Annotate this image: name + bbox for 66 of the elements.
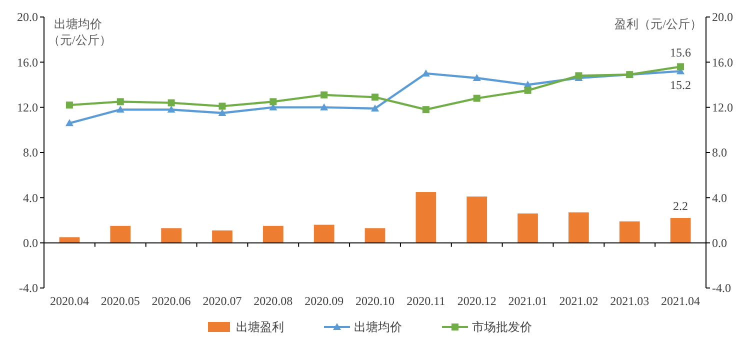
point xyxy=(473,94,480,102)
y2-tick-label: -4.0 xyxy=(712,281,731,296)
point xyxy=(270,98,277,106)
y-tick-label: 0.0 xyxy=(23,236,38,250)
point xyxy=(422,106,430,114)
x-tick-label: 2020.12 xyxy=(457,294,496,308)
y2-tick-label: 20.0 xyxy=(712,10,733,24)
legend-label: 市场批发价 xyxy=(472,320,532,334)
data-label: 15.2 xyxy=(670,78,692,92)
y-tick-label: 20.0 xyxy=(17,10,38,24)
point xyxy=(65,119,74,126)
legend-label: 出塘均价 xyxy=(354,320,402,334)
y-tick-label: 4.0 xyxy=(23,190,38,205)
bar xyxy=(670,218,691,243)
bar xyxy=(262,226,284,243)
x-tick-label: 2020.06 xyxy=(152,294,191,308)
x-tick-label: 2021.01 xyxy=(508,294,548,308)
y2-axis-title: 盈利（元/公斤） xyxy=(614,17,702,31)
bar xyxy=(518,213,538,243)
data-label: 15.6 xyxy=(670,46,692,60)
bar xyxy=(619,221,640,243)
bar xyxy=(59,237,80,243)
point xyxy=(320,91,328,98)
point xyxy=(371,104,379,112)
y2-tick-label: 0.0 xyxy=(712,236,727,250)
point xyxy=(116,106,124,113)
x-tick-label: 2021.02 xyxy=(559,294,598,308)
bar xyxy=(110,226,131,243)
y-tick-label: 8.0 xyxy=(23,146,38,160)
point xyxy=(677,63,684,70)
y2-tick-label: 12.0 xyxy=(712,100,733,115)
y2-tick-label: 4.0 xyxy=(712,190,727,205)
point xyxy=(372,94,378,101)
bar xyxy=(212,230,232,243)
bar xyxy=(314,224,334,243)
y-tick-label: -4.0 xyxy=(19,281,38,296)
bar xyxy=(161,228,182,243)
x-tick-label: 2021.03 xyxy=(610,294,650,308)
point xyxy=(320,103,328,110)
point xyxy=(167,106,176,113)
x-tick-label: 2020.07 xyxy=(202,294,242,308)
point xyxy=(116,98,124,106)
point xyxy=(66,102,73,109)
point xyxy=(524,86,532,94)
x-tick-label: 2020.10 xyxy=(356,294,394,308)
y-tick-label: 16.0 xyxy=(17,55,38,70)
y-tick-label: 12.0 xyxy=(17,100,38,115)
point xyxy=(472,74,481,81)
data-label: 2.2 xyxy=(673,198,688,213)
y2-tick-label: 16.0 xyxy=(712,55,733,70)
bar xyxy=(364,228,386,243)
point xyxy=(168,99,175,106)
x-tick-label: 2020.04 xyxy=(50,294,89,308)
bar xyxy=(568,212,589,243)
bar xyxy=(466,196,488,243)
x-tick-label: 2020.11 xyxy=(406,294,446,308)
bar xyxy=(416,192,436,243)
point xyxy=(218,108,226,116)
point xyxy=(218,102,226,110)
y-axis-title: 出塘均价（元/公斤） xyxy=(48,17,112,47)
legend-label: 出塘盈利 xyxy=(236,320,284,334)
y2-tick-label: 8.0 xyxy=(712,146,727,160)
x-tick-label: 2021.04 xyxy=(661,294,700,308)
x-tick-label: 2020.05 xyxy=(100,294,140,308)
x-tick-label: 2020.08 xyxy=(254,294,293,308)
x-tick-label: 2020.09 xyxy=(304,294,344,308)
